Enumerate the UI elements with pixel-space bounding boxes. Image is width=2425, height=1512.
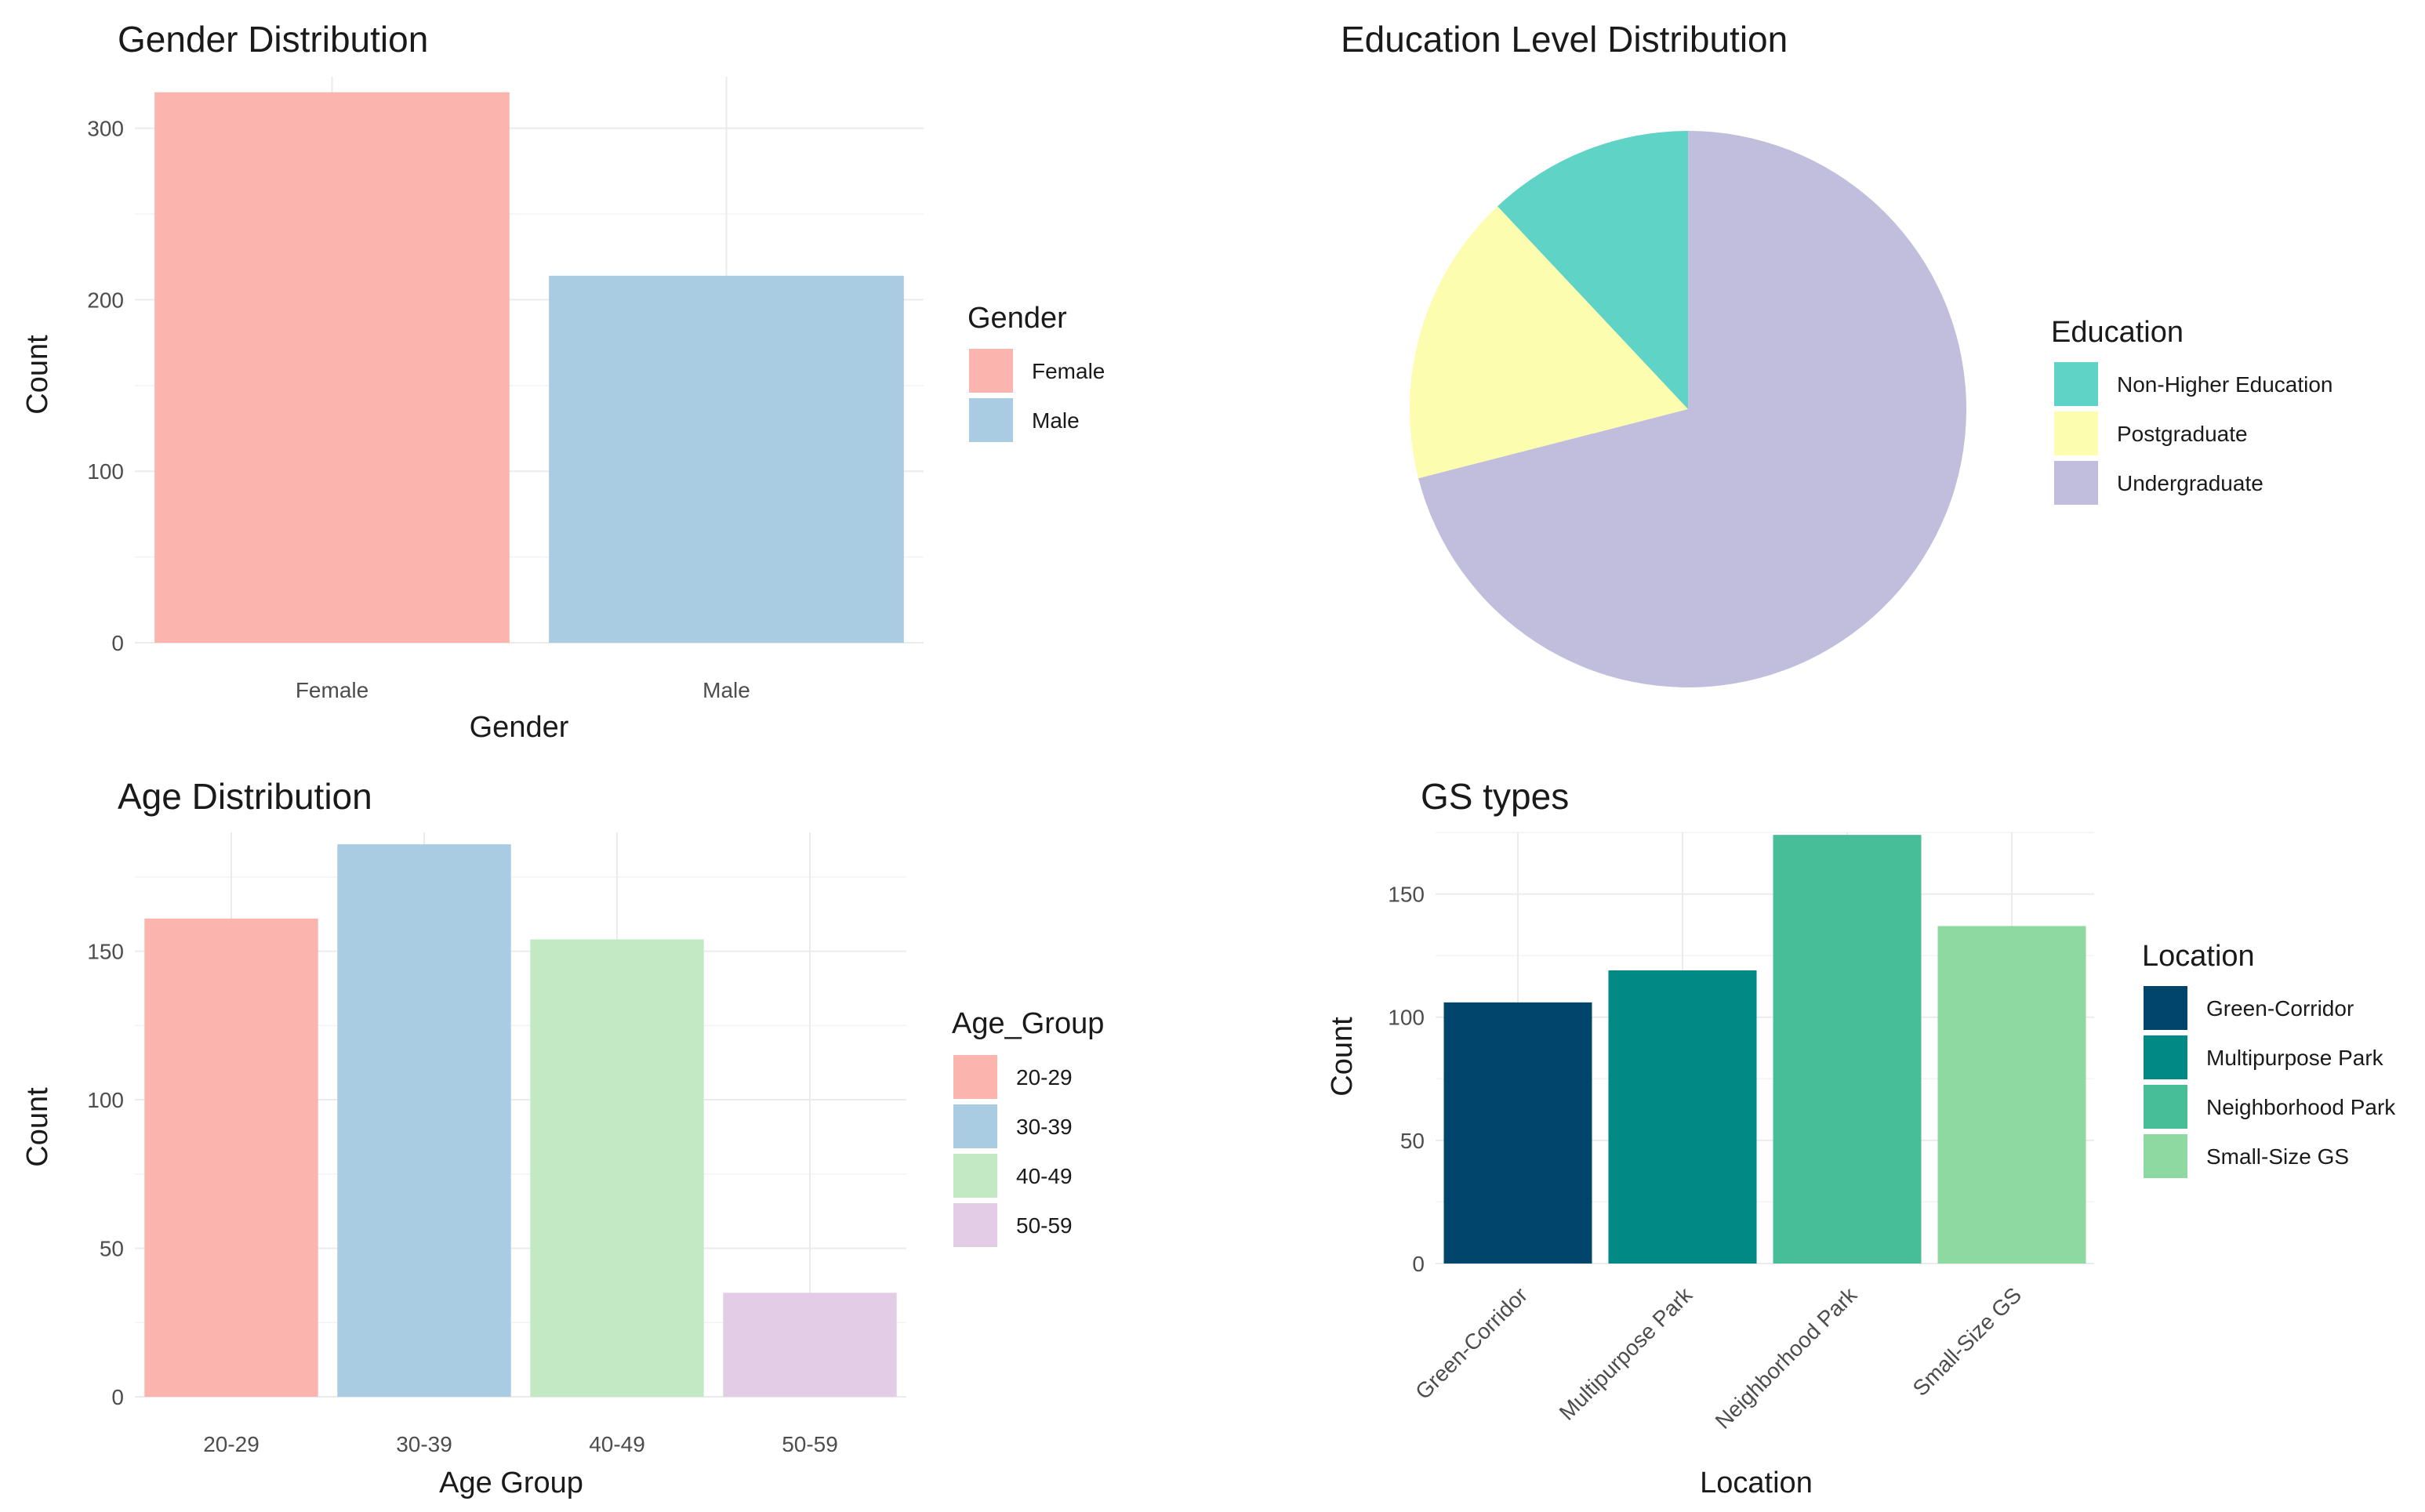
legend-key-label: Postgraduate xyxy=(2117,422,2248,446)
y-tick-label: 150 xyxy=(87,940,124,964)
gender-legend: Gender Female Male xyxy=(967,302,1105,442)
bar-30-39 xyxy=(337,844,511,1397)
x-tick-label: Green-Corridor xyxy=(1410,1282,1532,1404)
x-tick-label: 30-39 xyxy=(396,1432,452,1456)
legend-key-swatch xyxy=(2144,986,2187,1030)
legend-key-label: 50-59 xyxy=(1016,1213,1073,1238)
y-tick-label: 100 xyxy=(87,459,124,484)
x-tick-label: 40-49 xyxy=(589,1432,645,1456)
y-tick-label: 150 xyxy=(1388,883,1425,907)
legend-key-swatch xyxy=(2054,461,2098,505)
gender-legend-title: Gender xyxy=(967,302,1067,335)
y-tick-label: 0 xyxy=(111,631,124,655)
legend-key-label: Female xyxy=(1032,359,1105,383)
education-legend-title: Education xyxy=(2051,316,2184,349)
gender-legend-keys: Female Male xyxy=(969,349,1105,442)
legend-key-swatch xyxy=(953,1203,997,1247)
legend-key-swatch xyxy=(2054,412,2098,455)
y-tick-label: 200 xyxy=(87,288,124,312)
legend-key-swatch xyxy=(953,1104,997,1148)
age-legend-keys: 20-29 30-39 40-49 50-59 xyxy=(953,1055,1073,1247)
education-legend-keys: Non-Higher Education Postgraduate Undergra… xyxy=(2054,362,2333,505)
legend-key-label: Undergraduate xyxy=(2117,471,2263,495)
bar-female xyxy=(154,92,510,643)
pie-slice-postgraduate xyxy=(1410,206,1688,479)
gstypes-y-axis-title: Count xyxy=(1326,1017,1359,1097)
y-tick-label: 300 xyxy=(87,117,124,141)
legend-key-swatch xyxy=(953,1154,997,1198)
age-y-tick-labels: 0 50 100 150 xyxy=(87,940,124,1409)
legend-key-label: Small-Size GS xyxy=(2206,1144,2349,1169)
bar-40-49 xyxy=(530,939,704,1397)
legend-key-swatch xyxy=(2144,1085,2187,1129)
age-legend-title: Age_Group xyxy=(952,1007,1104,1040)
y-tick-label: 50 xyxy=(1400,1129,1425,1153)
gstypes-bars xyxy=(1443,835,2086,1264)
education-chart: Education Level Distribution Education N… xyxy=(1341,19,2333,687)
legend-key-label: Multipurpose Park xyxy=(2206,1046,2384,1070)
y-tick-label: 100 xyxy=(87,1088,124,1112)
x-tick-label: Female xyxy=(296,678,368,702)
legend-key-swatch xyxy=(969,398,1013,442)
bar-50-59 xyxy=(723,1293,897,1397)
pie-slice-undergraduate xyxy=(1418,131,1966,687)
age-bars xyxy=(144,844,897,1397)
gender-x-axis-title: Gender xyxy=(470,711,569,744)
gstypes-x-axis-title: Location xyxy=(1700,1467,1813,1499)
y-tick-label: 0 xyxy=(1412,1252,1425,1276)
education-pie-slices xyxy=(1410,131,1966,687)
bar-neighborhood-park xyxy=(1773,835,1922,1264)
gstypes-legend-title: Location xyxy=(2142,940,2255,973)
gender-bars xyxy=(154,92,904,643)
y-tick-label: 0 xyxy=(111,1385,124,1409)
x-tick-label: 20-29 xyxy=(203,1432,260,1456)
gstypes-legend-keys: Green-Corridor Multipurpose Park Neighborh… xyxy=(2144,986,2396,1178)
gender-chart: Gender Distribution 0 100 200 300 Female Mal… xyxy=(21,19,1105,744)
bar-20-29 xyxy=(144,918,318,1397)
y-tick-label: 100 xyxy=(1388,1006,1425,1030)
age-chart-title: Age Distribution xyxy=(118,776,372,817)
age-chart: Age Distribution 0 50 100 150 20-29 30-39 40-… xyxy=(21,776,1104,1499)
x-tick-label: Neighborhood Park xyxy=(1711,1282,1862,1434)
legend-key-label: Green-Corridor xyxy=(2206,996,2354,1021)
legend-key-label: Non-Higher Education xyxy=(2117,372,2333,397)
legend-key-swatch xyxy=(2144,1134,2187,1178)
education-chart-title: Education Level Distribution xyxy=(1341,19,1788,60)
legend-key-label: 30-39 xyxy=(1016,1115,1073,1139)
gstypes-legend: Location Green-Corridor Multipurpose Park… xyxy=(2142,940,2396,1178)
gender-x-tick-labels: Female Male xyxy=(296,678,750,702)
legend-key-label: 40-49 xyxy=(1016,1164,1073,1188)
legend-key-swatch xyxy=(2144,1035,2187,1079)
x-tick-label: Small-Size GS xyxy=(1908,1282,2027,1401)
bar-multipurpose-park xyxy=(1608,970,1757,1264)
legend-key-swatch xyxy=(2054,362,2098,406)
pie-slice-non-higher-education xyxy=(1497,131,1688,409)
age-y-axis-title: Count xyxy=(21,1087,54,1167)
gstypes-y-tick-labels: 0 50 100 150 xyxy=(1388,883,1425,1276)
legend-key-label: Neighborhood Park xyxy=(2206,1095,2396,1119)
legend-key-swatch xyxy=(969,349,1013,393)
gstypes-chart-title: GS types xyxy=(1421,776,1569,817)
x-tick-label: 50-59 xyxy=(782,1432,838,1456)
gender-y-axis-title: Count xyxy=(21,335,54,415)
legend-key-swatch xyxy=(953,1055,997,1099)
gstypes-x-tick-labels: Green-Corridor Multipurpose Park Neighborh… xyxy=(1410,1282,2026,1434)
age-x-axis-title: Age Group xyxy=(439,1467,583,1499)
age-x-tick-labels: 20-29 30-39 40-49 50-59 xyxy=(203,1432,838,1456)
y-tick-label: 50 xyxy=(100,1237,124,1261)
x-tick-label: Male xyxy=(702,678,750,702)
bar-green-corridor xyxy=(1443,1002,1592,1264)
bar-male xyxy=(549,275,904,643)
gender-chart-title: Gender Distribution xyxy=(118,19,428,60)
education-legend: Education Non-Higher Education Postgradua… xyxy=(2051,316,2333,505)
age-legend: Age_Group 20-29 30-39 40-49 50-59 xyxy=(952,1007,1104,1247)
bar-small-size-gs xyxy=(1937,926,2086,1264)
legend-key-label: Male xyxy=(1032,408,1080,433)
x-tick-label: Multipurpose Park xyxy=(1555,1282,1697,1425)
gender-y-tick-labels: 0 100 200 300 xyxy=(87,117,124,655)
legend-key-label: 20-29 xyxy=(1016,1065,1073,1090)
